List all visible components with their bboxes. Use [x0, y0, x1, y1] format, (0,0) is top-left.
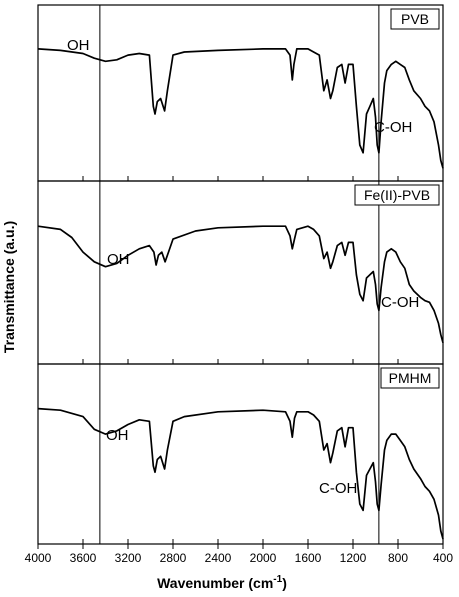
x-axis-title: Wavenumber (cm-1) — [157, 574, 287, 591]
annotation-oh: OH — [106, 427, 129, 444]
x-tick-label: 800 — [388, 551, 408, 565]
legend-box — [390, 8, 440, 30]
panel-frame — [37, 363, 444, 545]
panels: PVB OH C-OH Fe(II)-PVB OH C-OH PMHM OH C-OH — [37, 4, 444, 545]
x-tick-label: 2400 — [205, 551, 232, 565]
x-tick-label: 3200 — [115, 551, 142, 565]
spectrum-line-1 — [37, 48, 444, 169]
y-axis-title: Transmittance (a.u.) — [1, 221, 17, 353]
legend-label: Fe(II)-PVB — [364, 187, 430, 203]
legend-box — [354, 184, 440, 206]
x-tick-label: 3600 — [70, 551, 97, 565]
x-tick-label: 1200 — [340, 551, 367, 565]
spectrum-line-2 — [37, 225, 444, 344]
legend-label: PMHM — [389, 370, 432, 386]
x-tick-label: 4000 — [25, 551, 52, 565]
x-tick-label: 2000 — [250, 551, 277, 565]
x-tick-label: 2800 — [160, 551, 187, 565]
annotation-oh: OH — [107, 251, 130, 268]
panel-frame — [37, 4, 444, 182]
annotation-c-oh: C-OH — [381, 294, 419, 311]
x-tick-label: 1600 — [295, 551, 322, 565]
panel-1: PVB OH C-OH — [37, 4, 444, 182]
annotation-oh: OH — [67, 37, 90, 54]
x-tick-label: 400 — [433, 551, 453, 565]
panel-2: Fe(II)-PVB OH C-OH — [37, 180, 444, 365]
annotation-c-oh: C-OH — [374, 119, 412, 136]
panel-3: PMHM OH C-OH — [37, 363, 444, 545]
annotation-c-oh: C-OH — [319, 480, 357, 497]
x-axis-ticks: 4000 3600 3200 2800 2400 2000 1600 1200 800 400 — [25, 544, 453, 565]
legend-box — [380, 367, 440, 389]
spectrum-line-3 — [37, 407, 444, 540]
legend-label: PVB — [401, 11, 429, 27]
